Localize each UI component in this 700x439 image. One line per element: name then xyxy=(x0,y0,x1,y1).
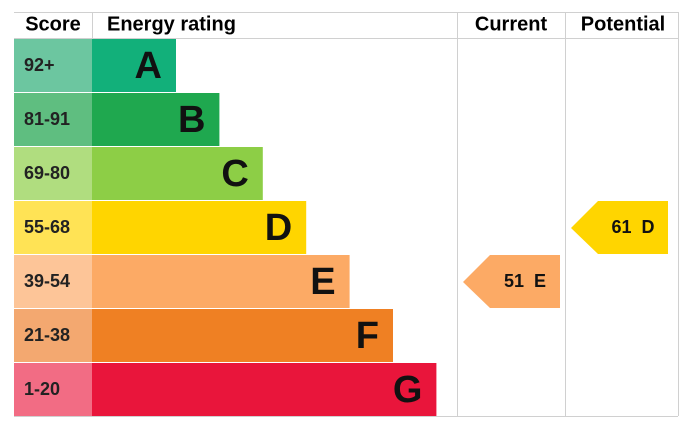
rating-letter: A xyxy=(135,45,162,87)
current-arrow xyxy=(463,255,560,308)
header-potential: Potential xyxy=(581,13,665,35)
current-letter: E xyxy=(534,271,546,291)
score-range: 92+ xyxy=(24,55,55,75)
header-score: Score xyxy=(25,13,81,35)
score-range: 1-20 xyxy=(24,379,60,399)
header-current: Current xyxy=(475,13,548,35)
rating-letter: F xyxy=(356,315,379,357)
score-cell xyxy=(14,39,92,92)
rating-letter: E xyxy=(310,261,335,303)
rating-bar xyxy=(92,39,176,92)
rating-bar xyxy=(92,309,393,362)
score-range: 69-80 xyxy=(24,163,70,183)
header-rating: Energy rating xyxy=(107,13,236,35)
current-label: 51 E xyxy=(504,271,546,291)
rating-letter: G xyxy=(393,369,423,411)
potential-arrow xyxy=(571,201,668,254)
potential-label: 61 D xyxy=(611,217,654,237)
score-range: 21-38 xyxy=(24,325,70,345)
rating-bar xyxy=(92,363,437,416)
rating-bar xyxy=(92,93,220,146)
potential-score: 61 xyxy=(611,217,631,237)
score-cell xyxy=(14,255,92,308)
score-cell xyxy=(14,93,92,146)
grid xyxy=(14,12,679,417)
rating-bar xyxy=(92,255,350,308)
score-cell xyxy=(14,363,92,416)
rating-letter: B xyxy=(178,99,205,141)
score-cell xyxy=(14,309,92,362)
score-range: 39-54 xyxy=(24,271,70,291)
score-cell xyxy=(14,201,92,254)
rating-letter: C xyxy=(221,153,248,195)
rating-bar xyxy=(92,201,307,254)
rating-letter: D xyxy=(265,207,292,249)
score-range: 55-68 xyxy=(24,217,70,237)
current-score: 51 xyxy=(504,271,524,291)
score-range: 81-91 xyxy=(24,109,70,129)
rating-bar xyxy=(92,147,263,200)
potential-letter: D xyxy=(642,217,655,237)
score-cell xyxy=(14,147,92,200)
